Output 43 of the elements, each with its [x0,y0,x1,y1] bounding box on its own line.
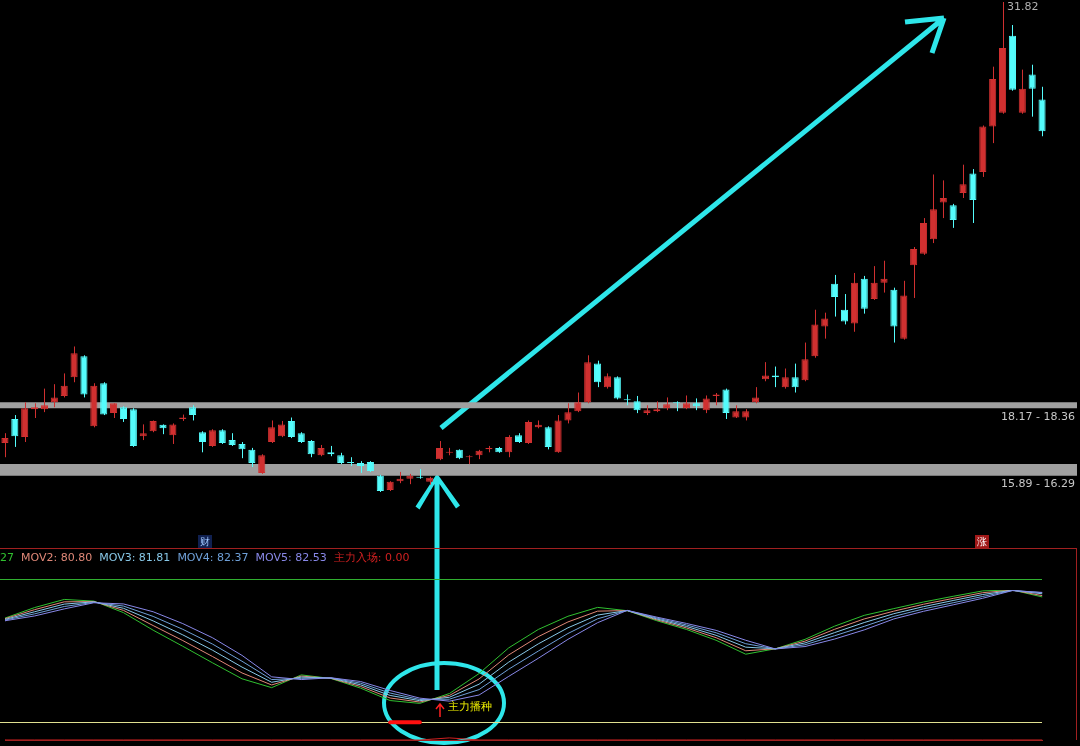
candlestick [524,419,532,445]
candlestick [50,383,58,408]
band-label: 15.89 - 16.29 [1001,477,1075,491]
candlestick [791,363,799,394]
text: 财 [198,535,212,548]
candlestick [287,417,295,439]
candlestick [949,203,957,229]
candlestick [1018,69,1026,115]
text: 涨 [975,535,989,548]
text: MOV4: 82.37 [177,551,249,564]
candlestick [722,388,730,420]
candlestick [594,360,602,388]
text: MOV2: 80.80 [21,551,93,564]
candlestick [40,388,48,413]
annotation: 31.82 [1006,0,1040,13]
candlestick [268,419,276,444]
candlestick [11,414,19,448]
text: 主力入场: 0.00 [333,551,410,564]
band-label: 18.17 - 18.36 [1001,409,1075,423]
candlestick [248,447,256,468]
candlestick [761,361,770,382]
candlestick [1028,64,1036,118]
candlestick [60,372,68,398]
candlestick [801,342,809,382]
candlestick [574,392,582,413]
candlestick [781,368,789,390]
candlestick [959,164,967,199]
annotation: 主力播种 [447,700,493,713]
candlestick [169,422,177,445]
text: MOV5: 82.53 [255,551,327,564]
candlestick [544,425,552,450]
text: 27 [0,551,14,564]
candlestick [505,434,513,458]
candlestick [910,246,918,299]
candlestick [831,274,839,318]
candlestick [613,375,621,400]
candlestick [880,260,888,294]
candlestick [258,453,266,475]
candlestick [870,265,878,301]
candlestick [70,345,78,383]
text: MOV3: 81.81 [99,551,171,564]
candlestick [1,432,9,458]
candlestick [564,402,572,424]
